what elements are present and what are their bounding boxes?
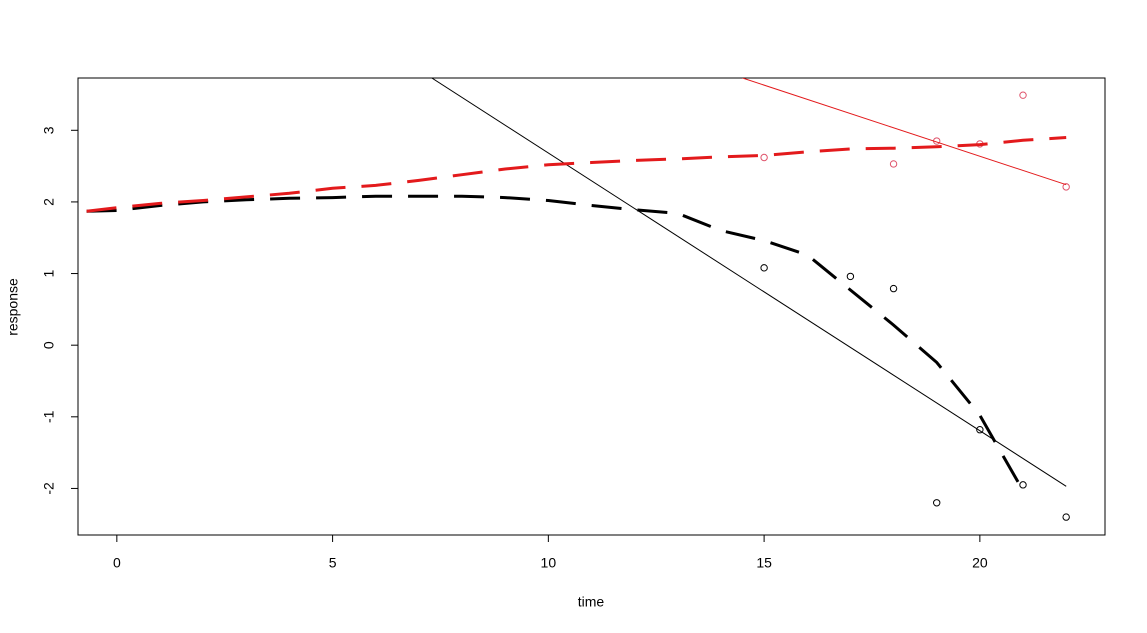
x-tick-label: 20	[972, 555, 988, 571]
data-point	[1019, 481, 1027, 489]
y-axis-label: response	[5, 278, 21, 336]
data-point	[760, 264, 768, 272]
fit-line	[431, 78, 1067, 487]
data-point	[976, 426, 984, 434]
x-tick-label: 0	[113, 555, 121, 571]
y-tick-label: 2	[41, 198, 57, 206]
y-tick-label: 1	[41, 269, 57, 277]
data-point	[1062, 513, 1070, 521]
fit-line	[742, 78, 1067, 186]
x-axis-label: time	[578, 594, 605, 610]
data-point	[889, 160, 898, 168]
data-point	[1019, 91, 1027, 99]
data-point	[760, 153, 768, 162]
data-point	[889, 284, 898, 293]
x-tick-label: 5	[329, 555, 337, 571]
y-tick-label: 0	[41, 341, 57, 349]
data-point	[933, 499, 941, 507]
y-tick-label: -1	[41, 410, 57, 423]
y-tick-label: 3	[41, 126, 57, 134]
y-tick-label: -2	[41, 482, 57, 495]
data-point	[846, 272, 855, 281]
data-point	[1062, 183, 1070, 191]
x-tick-label: 15	[756, 555, 772, 571]
smooth-curve	[86, 194, 1025, 492]
smooth-curve	[86, 136, 1067, 213]
x-tick-label: 10	[541, 555, 557, 571]
